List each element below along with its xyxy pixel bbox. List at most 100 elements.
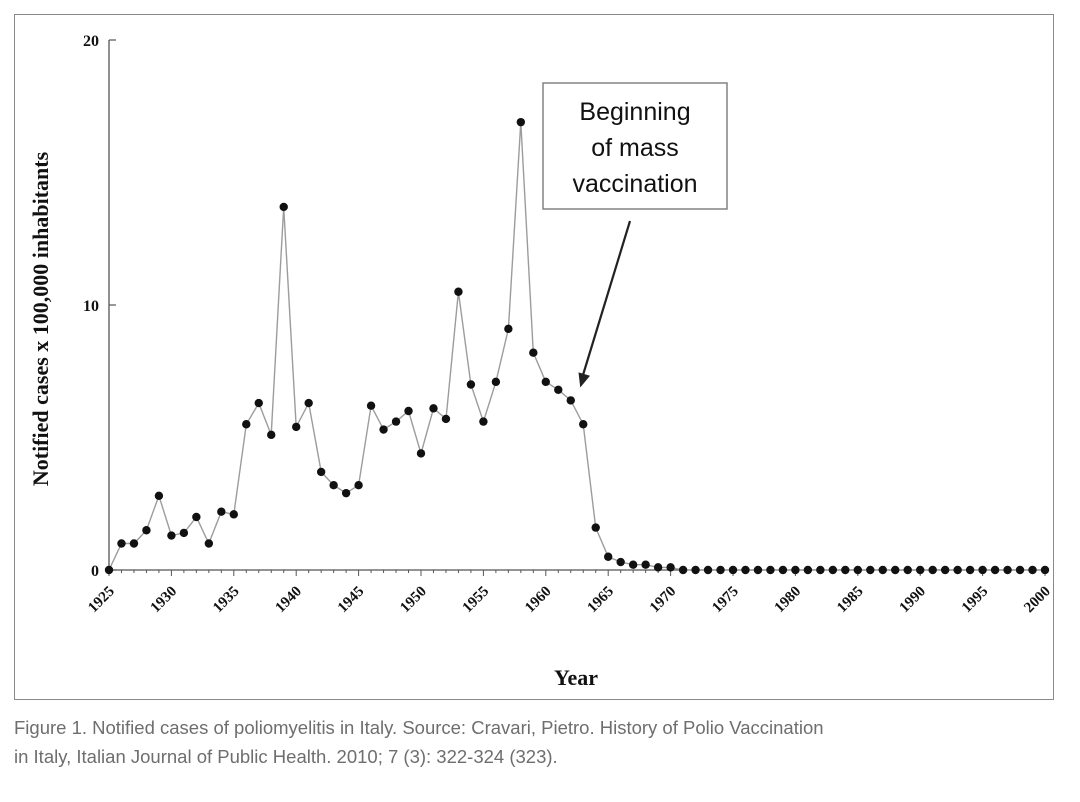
data-point [940,565,950,575]
data-point [454,287,463,296]
data-point [154,491,164,500]
data-point [329,481,338,490]
data-point [242,420,251,429]
y-tick-label: 0 [91,563,99,580]
data-point [653,563,663,572]
annotation-text-line: Beginning [579,98,690,126]
data-point [716,565,725,575]
data-point [753,565,763,575]
data-point [491,377,501,387]
annotation-box [542,82,728,210]
x-tick-label: 2000 [1021,584,1054,617]
data-point [978,565,987,575]
data-point [142,526,151,535]
data-point [229,510,238,519]
data-point [828,565,838,575]
x-tick-label: 1955 [460,584,493,617]
data-point [853,565,862,575]
data-point [117,539,126,548]
x-tick-label: 1975 [709,584,742,617]
data-point [217,507,226,516]
data-point [641,560,650,569]
data-point [292,422,301,432]
annotation-text-line: vaccination [572,170,697,198]
chart-frame [14,14,1054,700]
data-point [841,565,850,575]
data-point [366,401,376,410]
data-point [990,565,1000,575]
data-point [878,565,887,575]
data-point [104,565,114,575]
data-point [379,425,388,434]
data-point [516,117,526,127]
data-point [903,565,912,575]
data-point [728,565,738,575]
data-point [341,488,351,498]
figure-caption: Figure 1. Notified cases of poliomyeliti… [14,713,1066,771]
y-tick-label: 20 [83,33,99,50]
annotation-arrow-head [578,372,590,388]
x-tick-label: 1945 [335,584,368,617]
x-tick-label: 1935 [210,584,243,617]
data-point [279,202,288,212]
data-point [204,539,214,548]
data-point [167,531,176,540]
caption-line-1: Figure 1. Notified cases of poliomyeliti… [14,717,824,738]
series-markers [104,117,1050,575]
data-point [916,565,925,575]
x-tick-label: 1960 [522,584,555,617]
data-point [666,563,675,572]
data-point [778,565,788,575]
data-point [928,565,937,575]
x-tick-label: 1995 [959,584,992,617]
data-point [441,414,451,424]
data-point [391,417,401,426]
data-point [678,565,688,575]
data-point [192,512,201,522]
data-point [703,565,713,575]
axis-labels: 0 10 20 1925 1930 1935 1940 1945 1950 1955 1960 196… [28,33,1054,690]
data-point [404,406,413,416]
data-point [766,565,775,575]
data-point [591,523,600,532]
data-point [891,565,900,575]
caption-line-2: in Italy, Italian Journal of Public Heal… [14,746,558,767]
data-point [466,380,476,389]
data-point [529,348,538,357]
x-tick-label: 1930 [148,584,181,617]
data-point [604,552,613,561]
x-axis-title: Year [554,665,598,690]
data-point [1028,565,1037,575]
data-point [316,467,326,477]
data-point [429,404,438,413]
data-point [803,565,813,575]
data-point [267,430,276,440]
data-point [791,565,800,575]
x-tick-label: 1950 [397,584,430,617]
data-point [628,560,638,569]
data-point [691,565,700,575]
data-point [1003,565,1012,575]
series-line [108,122,1045,571]
x-tick-label: 1970 [647,584,680,617]
data-point [741,565,750,575]
data-point [866,565,875,575]
data-point [541,377,550,387]
x-tick-label: 1925 [85,584,118,617]
series-polyline [108,122,1045,571]
data-point [129,539,139,548]
data-point [1015,565,1025,575]
data-point [1040,565,1050,575]
data-point [504,324,513,334]
data-point [616,557,625,567]
data-point [354,481,363,490]
data-point [416,449,426,458]
data-point [254,398,263,408]
data-point [579,420,588,429]
data-point [554,385,563,394]
data-point [479,417,488,426]
data-point [179,528,189,538]
polio-chart: Beginning of mass vaccination 0 10 20 1925 193… [28,33,1054,690]
data-point [816,565,825,575]
